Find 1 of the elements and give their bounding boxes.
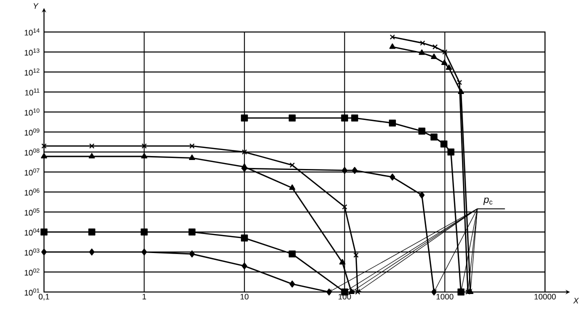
annotation: p$_{c}$ [483,198,492,205]
